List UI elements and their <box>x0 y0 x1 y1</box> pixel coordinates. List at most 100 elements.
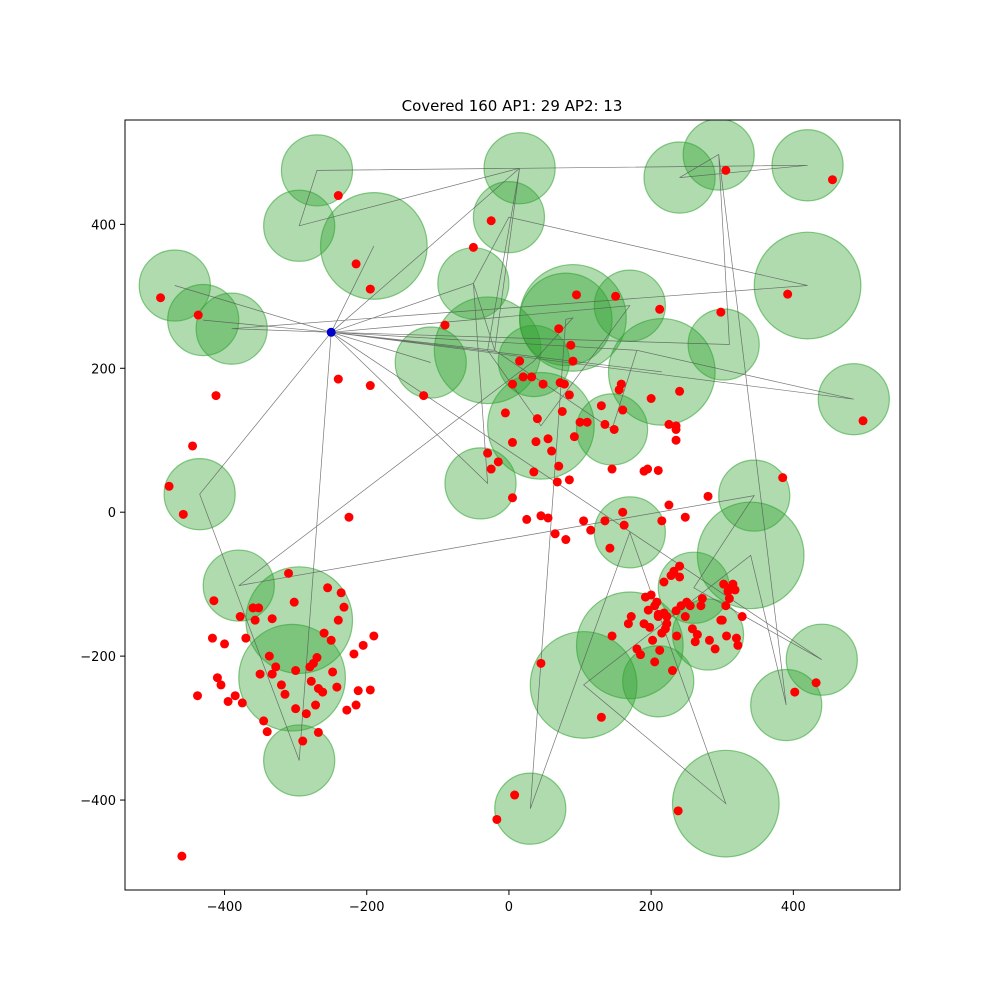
data-point <box>557 406 567 416</box>
data-point <box>643 605 653 615</box>
data-point <box>230 691 240 701</box>
data-point <box>365 284 375 294</box>
data-point <box>568 356 578 366</box>
data-point <box>571 290 581 300</box>
data-point <box>543 434 553 444</box>
data-point <box>220 639 230 649</box>
data-point <box>291 666 301 676</box>
coverage-circle <box>245 566 354 675</box>
x-tick-label: 200 <box>639 900 664 915</box>
data-point <box>646 590 656 600</box>
data-point <box>419 391 429 401</box>
data-point <box>662 612 672 622</box>
data-point <box>730 585 740 595</box>
data-point <box>664 419 674 429</box>
data-point <box>369 631 379 641</box>
data-point <box>264 651 274 661</box>
data-point <box>223 696 233 706</box>
data-point <box>333 191 343 201</box>
data-point <box>306 676 316 686</box>
data-point <box>559 379 569 389</box>
data-point <box>618 405 628 415</box>
data-point <box>250 615 260 625</box>
data-point <box>301 709 311 719</box>
data-point <box>333 374 343 384</box>
data-point <box>650 657 660 667</box>
data-point <box>271 662 281 672</box>
data-point <box>716 307 726 317</box>
data-point <box>164 481 174 491</box>
data-point <box>600 516 610 526</box>
data-point <box>618 507 628 517</box>
data-point <box>605 543 615 553</box>
data-point <box>235 612 245 622</box>
data-point <box>276 680 286 690</box>
data-point <box>722 631 732 641</box>
data-point <box>344 512 354 522</box>
data-point <box>648 635 658 645</box>
data-point <box>536 511 546 521</box>
data-point <box>500 408 510 418</box>
data-point <box>207 633 217 643</box>
data-point <box>178 509 188 519</box>
data-point <box>262 727 272 737</box>
data-point <box>611 291 621 301</box>
data-point <box>552 477 562 487</box>
data-point <box>486 464 496 474</box>
data-point <box>351 700 361 710</box>
data-point <box>328 667 338 677</box>
data-point <box>531 437 541 447</box>
data-point <box>193 691 203 701</box>
data-point <box>664 500 674 510</box>
data-point <box>177 851 187 861</box>
data-point <box>313 727 323 737</box>
plot-frame <box>124 119 901 891</box>
x-tick-label: −200 <box>349 900 385 915</box>
data-point <box>662 619 672 629</box>
data-point <box>543 513 553 523</box>
plot-area: −400 −200 0 200 400 −400 −200 0 200 400 <box>80 119 901 915</box>
data-point <box>827 175 837 185</box>
data-point <box>646 393 656 403</box>
data-point <box>468 242 478 252</box>
data-point <box>211 391 221 401</box>
data-point <box>703 491 713 501</box>
data-point <box>351 259 361 269</box>
data-point <box>673 806 683 816</box>
data-point <box>596 401 606 411</box>
data-point <box>289 597 299 607</box>
data-point <box>635 650 645 660</box>
data-points <box>156 165 868 861</box>
data-point <box>569 432 579 442</box>
data-point <box>237 698 247 708</box>
data-point <box>680 612 690 622</box>
data-point <box>254 603 264 613</box>
data-point <box>582 417 592 427</box>
data-point <box>564 390 574 400</box>
data-point <box>492 814 502 824</box>
data-point <box>657 516 667 526</box>
data-point <box>778 473 788 483</box>
data-point <box>667 666 677 676</box>
data-point <box>607 631 617 641</box>
data-point <box>342 705 352 715</box>
data-point <box>721 165 731 175</box>
coverage-circle <box>394 326 467 399</box>
data-point <box>311 700 321 710</box>
data-point <box>719 579 729 589</box>
y-tick-label: −200 <box>80 650 116 665</box>
data-point <box>717 615 727 625</box>
data-point <box>365 381 375 391</box>
data-point <box>510 790 520 800</box>
data-point <box>672 631 682 641</box>
data-point <box>255 669 265 679</box>
data-point <box>710 644 720 654</box>
y-tick-label: 0 <box>108 506 116 521</box>
coverage-circles <box>138 120 890 858</box>
data-point <box>538 379 548 389</box>
x-tick-label: −400 <box>207 900 243 915</box>
data-point <box>685 601 695 611</box>
data-point <box>783 289 793 299</box>
data-point <box>536 658 546 668</box>
